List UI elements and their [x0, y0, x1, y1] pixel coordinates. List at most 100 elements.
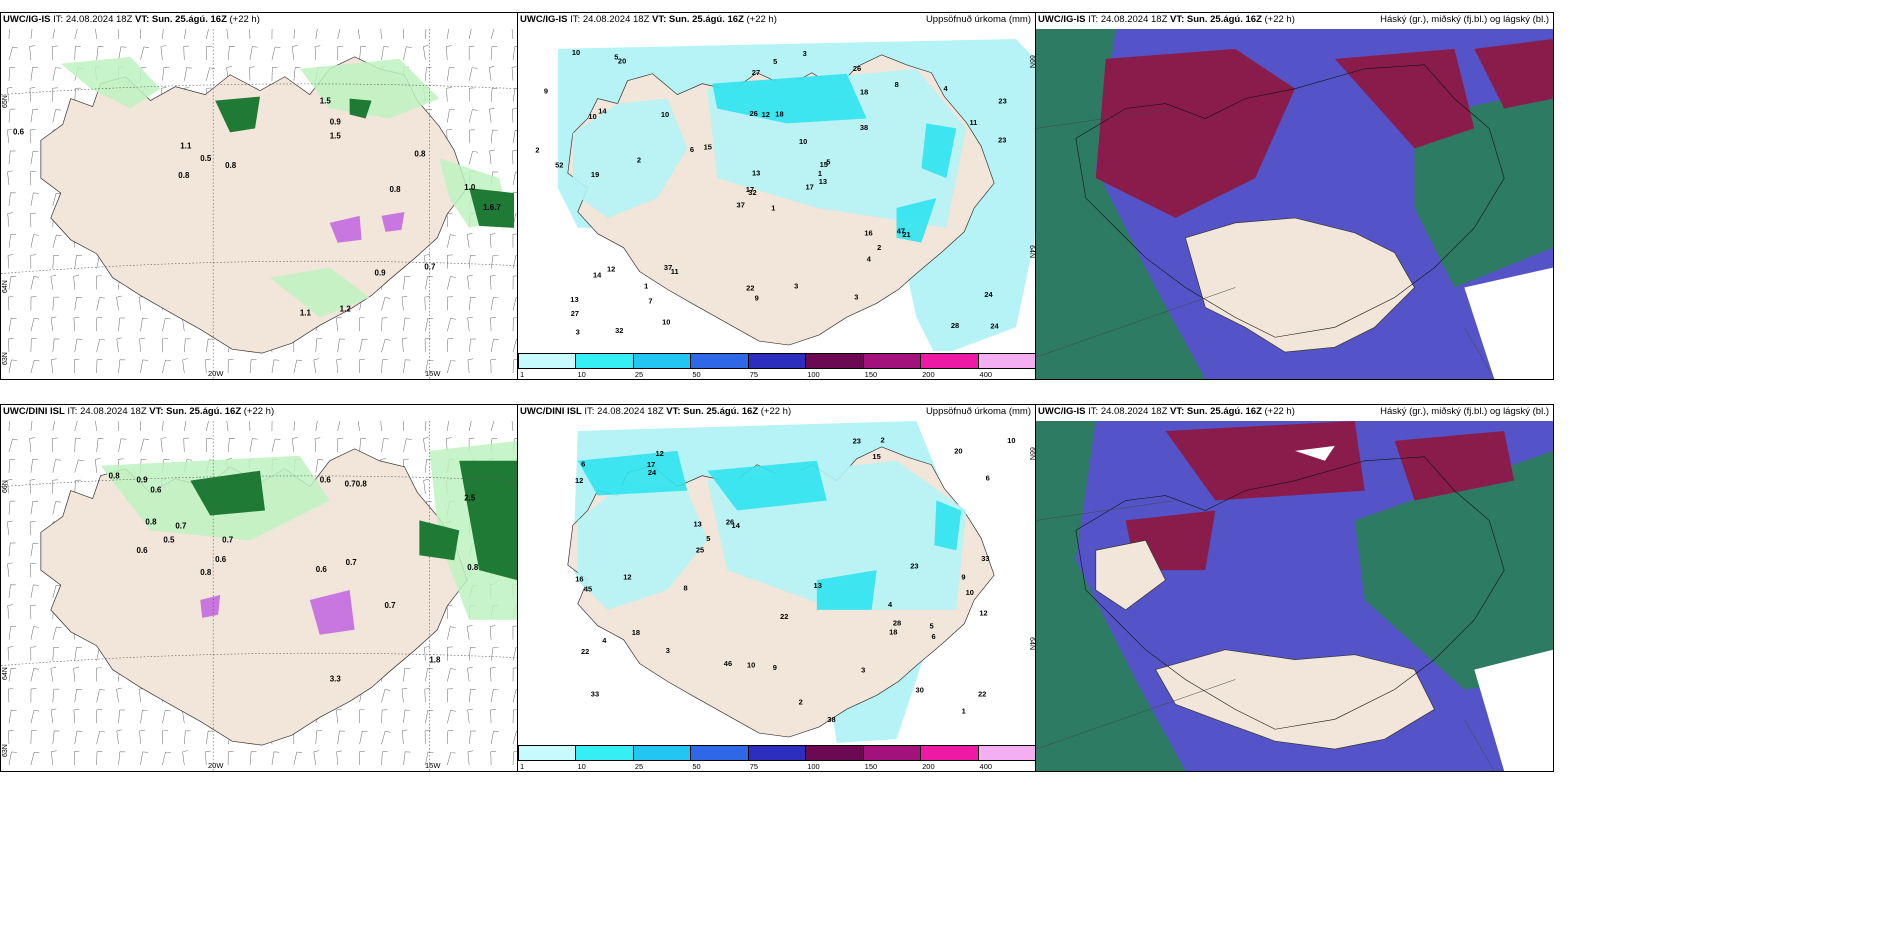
wind-barb: [73, 667, 80, 682]
panel-header: UWC/DINI ISL IT: 24.08.2024 18Z VT: Sun.…: [518, 405, 1035, 421]
wind-barb: [74, 459, 84, 473]
wind-barb: [29, 521, 36, 536]
wind-barb: [447, 29, 455, 39]
wind-barb: [73, 275, 80, 290]
wind-barb: [30, 668, 40, 682]
colorbar-tick-label: 75: [749, 370, 759, 379]
wind-barb: [467, 666, 473, 682]
wind-barb: [314, 437, 321, 452]
panel-title: Háský (gr.), miðský (fj.bl.) og lágský (…: [1380, 14, 1549, 25]
wind-barb: [447, 751, 457, 766]
panel-header: UWC/IG-IS IT: 24.08.2024 18Z VT: Sun. 25…: [1036, 405, 1553, 421]
svg-text:0.6: 0.6: [215, 555, 227, 564]
wind-barb: [381, 339, 391, 353]
precip-value: 9: [961, 572, 965, 581]
wind-barb: [52, 688, 60, 703]
panel-title: Uppsöfnuð úrkoma (mm): [925, 14, 1031, 25]
wind-barb: [7, 170, 13, 186]
wind-barb: [8, 500, 16, 515]
wind-barb: [512, 709, 517, 724]
precip-value: 12: [607, 265, 615, 274]
wind-barb: [30, 626, 39, 640]
wind-barb: [184, 67, 193, 81]
wind-barb: [490, 255, 499, 269]
svg-text:1.5: 1.5: [320, 97, 332, 106]
wind-barb: [512, 359, 517, 374]
wind-barb: [511, 421, 517, 431]
wind-barb: [8, 276, 17, 290]
lat-label: 63N: [2, 744, 9, 757]
lat-label: 64N: [2, 667, 9, 680]
wind-barb: [490, 688, 499, 703]
wind-barb: [30, 710, 40, 724]
wind-barb: [488, 66, 495, 81]
wind-barb: [271, 421, 278, 431]
wind-barb: [30, 254, 37, 269]
precip-value: 26: [853, 64, 861, 73]
wind-barb: [162, 751, 171, 766]
wind-barb: [403, 751, 411, 766]
precip-value: 10: [662, 318, 670, 327]
precip-value: 1: [644, 281, 648, 290]
wind-barb: [50, 316, 57, 332]
wind-barb: [7, 296, 14, 311]
colorbar-swatch: [920, 353, 979, 369]
wind-barb: [8, 584, 16, 599]
wind-barb: [512, 88, 517, 102]
wind-barb: [381, 751, 388, 766]
lat-label: 66N: [1028, 55, 1035, 68]
precip-value: 10: [1007, 436, 1015, 445]
wind-barb: [357, 29, 363, 39]
map-panel-wind-precip-dini: UWC/DINI ISL IT: 24.08.2024 18Z VT: Sun.…: [0, 404, 518, 772]
precip-value: 2: [637, 155, 641, 164]
wind-barb: [74, 688, 83, 703]
wind-barb: [8, 751, 17, 766]
precip-value: 27: [752, 68, 760, 77]
wind-barb: [52, 437, 58, 452]
wind-barb: [226, 29, 232, 39]
wind-barb: [182, 358, 188, 374]
wind-barb: [423, 45, 429, 60]
precip-value: 18: [775, 110, 783, 119]
colorbar: 1 10 25 50 75 100 150 200 400: [518, 743, 1035, 771]
wind-barb: [51, 358, 57, 374]
colorbar-tick-label: 200: [922, 762, 935, 771]
wind-barb: [205, 730, 214, 745]
svg-text:2.5: 2.5: [464, 494, 476, 503]
wind-barb: [490, 317, 496, 332]
wind-barb: [73, 316, 80, 332]
lat-label: 65N: [2, 95, 9, 108]
precip-value: 11: [969, 118, 977, 127]
precip-value: 13: [819, 177, 827, 186]
wind-barb: [424, 337, 431, 353]
wind-barb: [118, 709, 125, 724]
wind-barb: [205, 750, 211, 766]
wind-barb: [424, 646, 430, 661]
precip-value: 3: [576, 327, 580, 336]
precip-value: 2: [877, 243, 881, 252]
wind-barb: [139, 337, 146, 353]
wind-barb: [381, 317, 388, 332]
precip-value: 6: [986, 474, 990, 483]
svg-text:0.8: 0.8: [109, 472, 121, 481]
precip-value: 52: [555, 161, 563, 170]
wind-barb: [160, 45, 167, 60]
panel-header: UWC/IG-IS IT: 24.08.2024 18Z VT: Sun. 25…: [518, 13, 1035, 29]
colorbar-tick-label: 10: [577, 370, 586, 379]
precip-value: 24: [990, 321, 999, 330]
wind-barb: [468, 421, 478, 431]
wind-barb: [403, 275, 411, 290]
wind-barb: [7, 604, 14, 619]
precip-value: 4: [867, 254, 872, 263]
wind-barb: [8, 29, 15, 39]
wind-barb: [162, 67, 170, 81]
wind-barb: [447, 359, 457, 374]
precip-value: 28: [951, 321, 959, 330]
colorbar-tick-label: 150: [864, 370, 878, 379]
precip-value: 2: [799, 697, 803, 706]
wind-barb: [271, 66, 278, 81]
wind-barb: [467, 358, 474, 374]
svg-text:1.1: 1.1: [180, 141, 192, 150]
colorbar-tick-label: 25: [634, 762, 644, 771]
precip-value: 10: [588, 112, 596, 121]
